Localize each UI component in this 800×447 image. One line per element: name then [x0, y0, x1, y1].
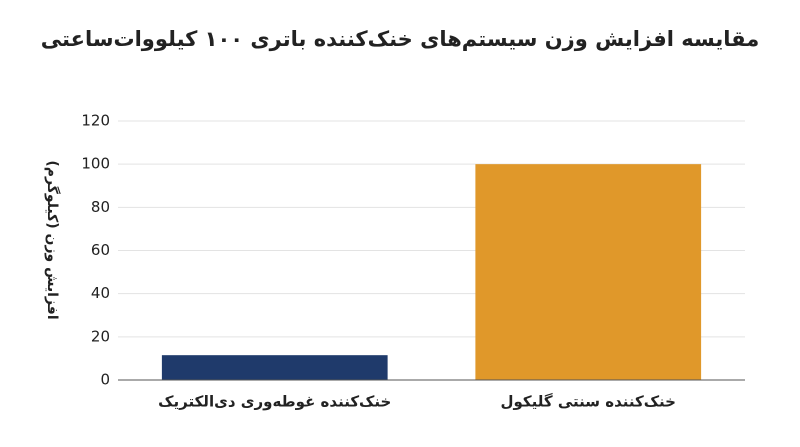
y-axis-label: افزایش وزن (کیلوگرم)	[44, 160, 61, 319]
y-tick-label: 0	[100, 371, 110, 389]
y-tick-label: 20	[91, 327, 110, 345]
bar	[475, 164, 702, 380]
y-tick-label: 120	[81, 112, 110, 130]
x-tick-label: خنک‌کننده سنتی گلیکول	[500, 393, 676, 411]
x-tick-label: خنک‌کننده غوطه‌وری دی‌الکتریک	[158, 393, 391, 411]
y-tick-label: 80	[91, 198, 110, 216]
y-tick-label: 60	[91, 241, 110, 259]
y-tick-label: 40	[91, 284, 110, 302]
y-tick-label: 100	[81, 155, 110, 173]
bar	[161, 355, 388, 380]
chart-title: مقایسه افزایش وزن سیستم‌های خنک‌کننده با…	[41, 27, 759, 51]
